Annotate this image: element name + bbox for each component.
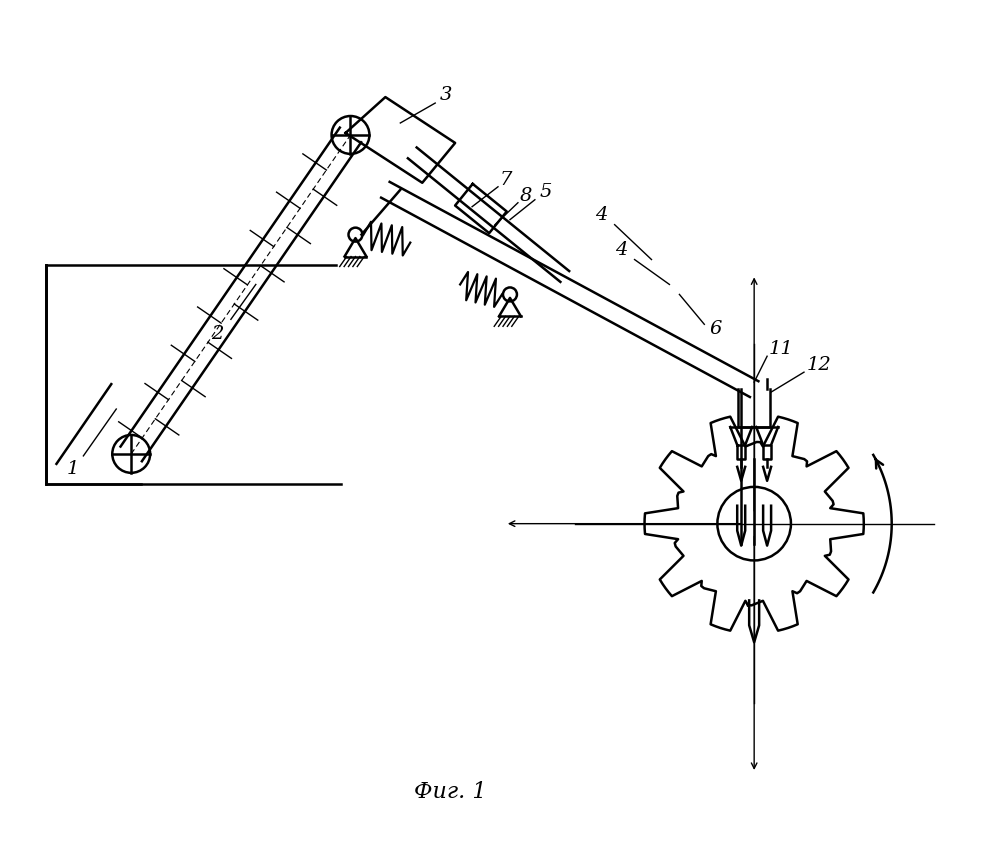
Text: 6: 6 xyxy=(709,320,722,338)
Text: 12: 12 xyxy=(807,356,832,374)
Text: 5: 5 xyxy=(540,183,552,201)
Text: 8: 8 xyxy=(520,187,532,205)
Text: 4: 4 xyxy=(595,206,607,224)
Text: 2: 2 xyxy=(211,325,223,344)
Text: 3: 3 xyxy=(440,86,453,104)
Text: 11: 11 xyxy=(769,340,794,358)
Text: Фиг. 1: Фиг. 1 xyxy=(414,781,486,803)
Text: 7: 7 xyxy=(500,170,512,189)
Text: 4: 4 xyxy=(615,241,627,258)
Text: 1: 1 xyxy=(66,460,79,478)
